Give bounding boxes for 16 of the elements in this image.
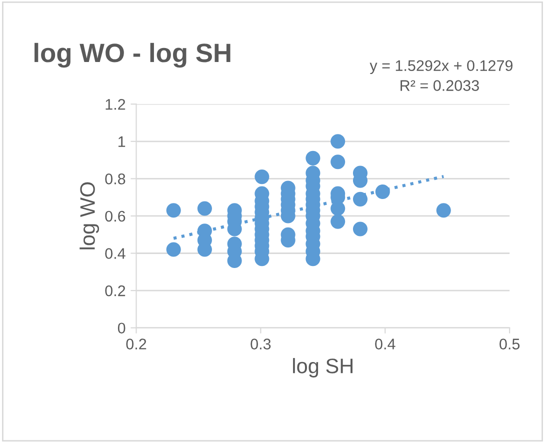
x-tick-label: 0.2 [126,338,146,350]
y-tick-label: 0.8 [105,174,126,184]
x-tick-label: 0.3 [250,338,271,350]
text: R² = 0.2033 [400,80,479,91]
x-axis-title: log SH [293,358,352,378]
y-tick-label: 0.2 [105,285,126,296]
x-tick-label: 0.5 [500,338,520,350]
text: y = 1.5292x + 0.1279 [370,60,513,74]
y-tick-label: 0.6 [105,210,126,222]
y-tick-label: 0 [118,322,126,334]
x-tick-label: 0.4 [375,338,396,350]
y-tick-label: 1.2 [106,98,126,110]
y-tick-label: 0.4 [105,248,126,259]
y-axis-title: log WO [80,182,100,250]
chart-title: log WO - log SH [34,42,230,68]
y-tick-label: 1 [118,136,126,147]
